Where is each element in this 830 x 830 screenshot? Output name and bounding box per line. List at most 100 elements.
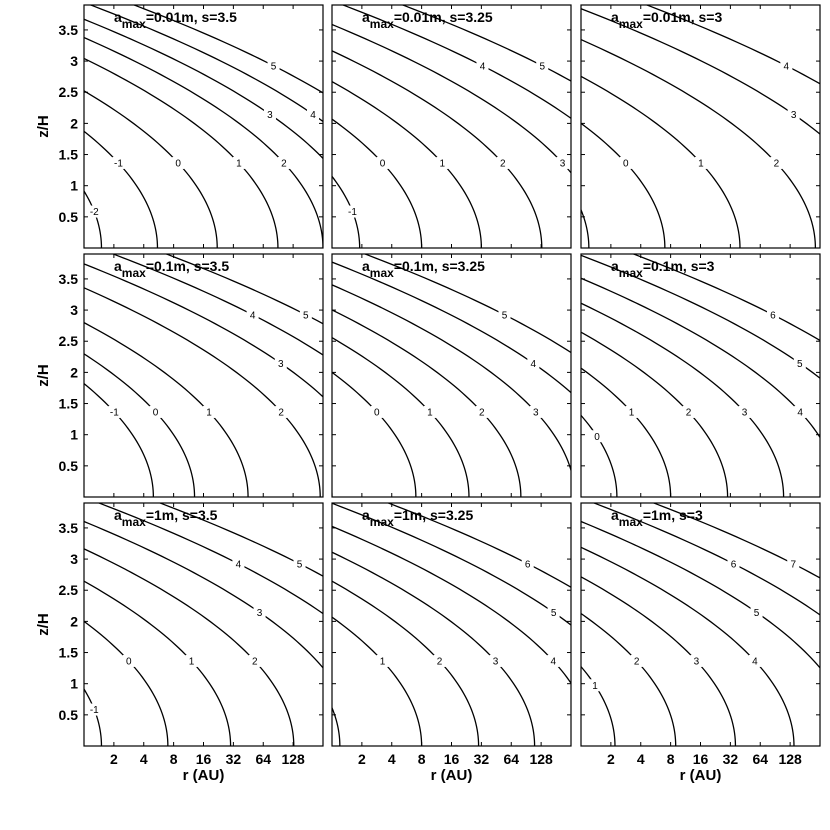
contour-line <box>581 665 616 746</box>
panel-title: amax=0.01m, s=3.25 <box>362 9 493 31</box>
y-tick-label: 2 <box>70 115 78 131</box>
contour-line <box>97 503 323 615</box>
panel-2: -1 0 1 2 3 4 5 amax=0.01m, s=3.25 <box>331 4 572 249</box>
contour-label: 1 <box>189 656 195 667</box>
x-tick-label: 32 <box>226 751 242 767</box>
y-tick-label: 3.5 <box>59 271 79 287</box>
contour-line <box>363 254 571 354</box>
contour-line <box>84 321 249 497</box>
x-tick-label: 128 <box>778 751 802 767</box>
contour-label: -1 <box>114 158 123 169</box>
x-tick-label: 16 <box>444 751 460 767</box>
contour-line <box>84 620 169 746</box>
contour-line <box>581 612 677 746</box>
contour-label: 3 <box>791 110 797 121</box>
plot-area <box>332 503 571 746</box>
contour-label: 4 <box>310 110 316 121</box>
y-tick-label: 3.5 <box>59 520 79 536</box>
contour-label: 4 <box>236 559 242 570</box>
contour-label: 1 <box>427 407 433 418</box>
plot-area <box>84 254 323 497</box>
panel-6: 0 1 2 3 4 5 6 amax=0.1m, s=3 <box>580 253 821 498</box>
y-tick-label: 2 <box>70 364 78 380</box>
contour-line <box>332 80 483 248</box>
contour-line <box>84 353 196 497</box>
contour-line <box>581 331 729 497</box>
contour-line <box>84 57 279 248</box>
contour-label: 4 <box>752 656 758 667</box>
y-tick-label: 0.5 <box>59 707 79 723</box>
contour-line <box>84 687 103 746</box>
contour-label: 5 <box>297 559 303 570</box>
contour-line <box>581 38 817 248</box>
panel-title: amax=0.1m, s=3.25 <box>362 258 485 280</box>
x-tick-label: 64 <box>255 751 271 767</box>
contour-label: 3 <box>278 359 284 370</box>
contour-line <box>84 287 321 497</box>
plot-area <box>84 5 323 248</box>
contour-label: 4 <box>784 61 790 72</box>
contour-line <box>581 302 785 497</box>
contour-line <box>651 503 820 579</box>
panel-5: 0 1 2 3 4 5 amax=0.1m, s=3.25 <box>331 253 572 498</box>
contour-line <box>581 122 666 248</box>
contour-label: 2 <box>479 407 485 418</box>
panel-4: -1 0 1 2 3 4 5 amax=0.1m, s=3.5 0.5 1 1.5 2 2.5 3 3.5 <box>59 253 324 498</box>
contour-line <box>84 548 295 746</box>
contour-label: 5 <box>303 310 309 321</box>
contour-label: 5 <box>502 310 508 321</box>
contour-label: 4 <box>250 310 256 321</box>
x-axis-label: r (AU) <box>183 767 225 784</box>
contour-label: 4 <box>480 61 486 72</box>
y-tick-label: 1.5 <box>59 147 79 163</box>
contour-label: 2 <box>281 158 287 169</box>
contour-line <box>386 503 571 589</box>
y-axis-label: z/H <box>35 364 52 387</box>
x-tick-label: 128 <box>529 751 553 767</box>
contour-line <box>631 254 820 342</box>
x-tick-label: 2 <box>110 751 118 767</box>
x-tick-label: 16 <box>196 751 212 767</box>
x-tick-label: 64 <box>503 751 519 767</box>
contour-label: -2 <box>90 207 99 218</box>
contour-label: 3 <box>560 158 566 169</box>
x-tick-label: 2 <box>358 751 366 767</box>
contour-line <box>84 189 103 248</box>
contour-label: -1 <box>110 407 119 418</box>
contour-line <box>581 546 795 746</box>
contour-label: 5 <box>539 61 545 72</box>
contour-label: 3 <box>533 407 539 418</box>
plot-area <box>84 503 323 746</box>
contour-line <box>332 309 522 497</box>
y-tick-label: 2.5 <box>59 333 79 349</box>
contour-label: 7 <box>790 559 796 570</box>
contour-label: 5 <box>551 608 557 619</box>
y-tick-label: 1 <box>70 676 78 692</box>
contour-line <box>332 616 423 746</box>
y-tick-label: 0.5 <box>59 458 79 474</box>
y-axis-label: z/H <box>35 115 52 138</box>
contour-label: 6 <box>770 310 776 321</box>
contour-label: 2 <box>774 158 780 169</box>
contour-line <box>332 580 480 746</box>
contour-label: 2 <box>278 407 284 418</box>
contour-label: 1 <box>698 158 704 169</box>
x-axis-label: r (AU) <box>431 767 473 784</box>
contour-label: 6 <box>525 559 531 570</box>
panel-grid: -2 -1 0 1 2 3 4 5 amax=0.01m, s=3.5 0.5 1 1.5 2 2.5 3 3… <box>59 4 821 767</box>
contour-line <box>164 254 323 325</box>
x-tick-label: 128 <box>281 751 305 767</box>
contour-label: 2 <box>634 656 640 667</box>
panel-3: 0 1 2 3 4 amax=0.01m, s=3 <box>580 4 821 249</box>
panel-7: -1 0 1 2 3 4 5 amax=1m, s=3.5 0.5 1 1.5 2 2.5 3 3.5 2 4 8… <box>59 502 324 767</box>
y-tick-label: 2.5 <box>59 582 79 598</box>
contour-label: 4 <box>797 407 803 418</box>
contour-label: 0 <box>175 158 181 169</box>
contour-label: 1 <box>236 158 242 169</box>
contour-line <box>84 90 218 248</box>
contour-label: 0 <box>380 158 386 169</box>
contour-label: 3 <box>257 608 263 619</box>
x-tick-label: 2 <box>607 751 615 767</box>
panel-title: amax=1m, s=3.25 <box>362 507 473 529</box>
contour-line <box>132 5 323 94</box>
